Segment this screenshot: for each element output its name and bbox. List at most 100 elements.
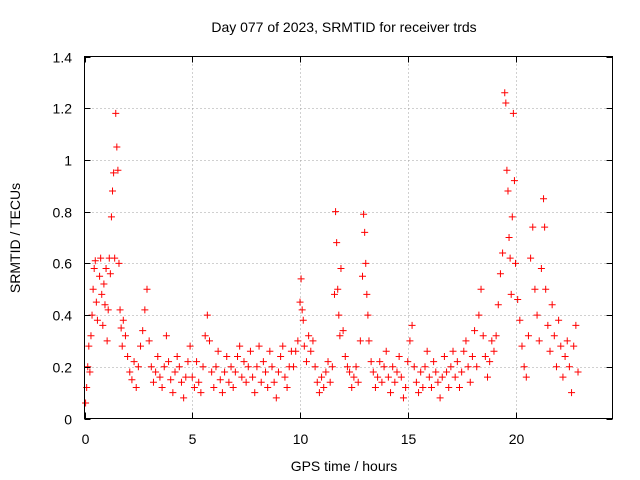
data-point — [354, 378, 362, 386]
data-point — [544, 321, 552, 329]
data-point — [406, 337, 414, 345]
data-point — [85, 342, 93, 350]
data-point — [572, 321, 580, 329]
data-point — [216, 376, 224, 384]
data-point — [221, 368, 229, 376]
data-point — [92, 298, 100, 306]
data-point — [104, 306, 112, 314]
data-point — [255, 342, 263, 350]
data-point — [115, 259, 123, 267]
data-point — [574, 368, 582, 376]
data-point — [550, 332, 558, 340]
data-point — [158, 383, 166, 391]
data-point — [365, 337, 373, 345]
data-point — [225, 378, 233, 386]
data-point — [300, 342, 308, 350]
data-point — [298, 306, 306, 314]
data-point — [557, 342, 565, 350]
data-point — [561, 352, 569, 360]
data-point — [542, 285, 550, 293]
data-point — [552, 363, 560, 371]
data-point — [184, 358, 192, 366]
data-point — [524, 332, 532, 340]
data-point — [415, 389, 423, 397]
data-point — [363, 290, 371, 298]
y-tick-label: 0.6 — [53, 256, 73, 272]
data-point — [559, 373, 567, 381]
data-point — [518, 342, 526, 350]
data-point — [173, 352, 181, 360]
data-point — [171, 368, 179, 376]
data-point — [484, 373, 492, 381]
data-point — [143, 285, 151, 293]
y-tick-label: 0.2 — [53, 360, 73, 376]
data-point — [399, 394, 407, 402]
data-point — [199, 363, 207, 371]
data-point — [160, 363, 168, 371]
data-point — [322, 368, 330, 376]
data-point — [177, 378, 185, 386]
data-point — [548, 301, 556, 309]
data-point — [116, 306, 124, 314]
data-point — [205, 337, 213, 345]
data-point — [408, 321, 416, 329]
data-point — [111, 254, 119, 262]
data-point — [425, 373, 433, 381]
data-point — [156, 373, 164, 381]
data-point — [272, 394, 280, 402]
data-point — [91, 257, 99, 265]
data-point — [481, 352, 489, 360]
data-point — [264, 383, 272, 391]
data-point — [240, 358, 248, 366]
data-point — [299, 316, 307, 324]
data-point — [455, 383, 463, 391]
data-point — [360, 210, 368, 218]
data-point — [393, 368, 401, 376]
data-point — [292, 347, 300, 355]
data-point — [86, 368, 94, 376]
data-point — [100, 280, 108, 288]
data-point — [197, 389, 205, 397]
data-point — [169, 389, 177, 397]
data-point — [541, 223, 549, 231]
data-point — [124, 352, 132, 360]
data-point — [447, 363, 455, 371]
data-point — [313, 378, 321, 386]
data-point — [337, 265, 345, 273]
data-point — [97, 254, 105, 262]
data-point — [460, 347, 468, 355]
data-point — [141, 306, 149, 314]
data-point — [387, 389, 395, 397]
data-point — [186, 342, 194, 350]
data-point — [311, 363, 319, 371]
data-point — [563, 337, 571, 345]
data-point — [242, 378, 250, 386]
data-point — [229, 383, 237, 391]
data-point — [391, 378, 399, 386]
data-point — [113, 143, 121, 151]
data-point — [443, 368, 451, 376]
data-point — [268, 363, 276, 371]
data-point — [154, 352, 162, 360]
data-point — [376, 358, 384, 366]
data-point — [82, 399, 90, 407]
data-point — [109, 187, 117, 195]
data-point — [380, 363, 388, 371]
data-point — [279, 342, 287, 350]
data-point — [419, 383, 427, 391]
data-point — [333, 239, 341, 247]
data-point — [253, 363, 261, 371]
data-point — [374, 373, 382, 381]
data-point — [90, 265, 98, 273]
data-point — [412, 378, 420, 386]
data-point — [214, 347, 222, 355]
data-point — [509, 109, 517, 117]
x-axis-label: GPS time / hours — [291, 458, 398, 474]
data-point — [540, 195, 548, 203]
data-point — [479, 332, 487, 340]
data-point — [570, 342, 578, 350]
data-point — [227, 363, 235, 371]
data-point — [307, 347, 315, 355]
data-point — [147, 363, 155, 371]
data-point — [350, 373, 358, 381]
